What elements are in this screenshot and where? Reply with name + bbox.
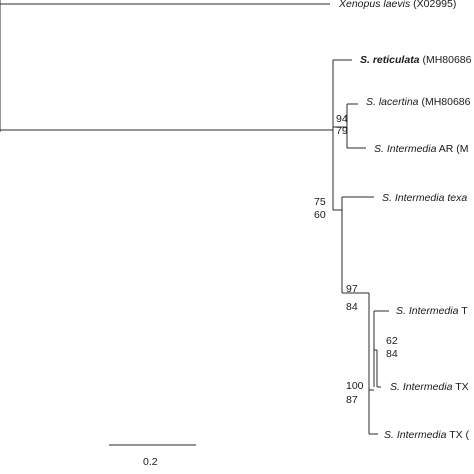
support-ingroup-bottom: 60 (314, 209, 326, 221)
support-tx-inner-bottom: 84 (386, 348, 398, 360)
taxon-intermedia-ar-species: S. Intermedia (374, 143, 437, 155)
taxon-lacertina-species: S. lacertina (366, 96, 419, 108)
taxon-intermedia-tx2-species: S. Intermedia (390, 381, 453, 393)
taxon-intermedia-t1-accession: T (461, 305, 468, 317)
taxon-intermedia-tx3: S. Intermedia TX ( (384, 429, 469, 441)
taxon-intermedia-ar-accession: AR (M (438, 143, 469, 155)
taxon-intermedia-tx3-species: S. Intermedia (384, 429, 447, 441)
support-ingroup-top: 75 (314, 196, 326, 208)
taxon-intermedia-texana: S. Intermedia texa (382, 192, 467, 204)
taxon-intermedia-ar: S. Intermedia AR (M (374, 143, 469, 155)
taxon-xenopus: Xenopus laevis (X02995) (339, 0, 456, 10)
taxon-lacertina: S. lacertina (MH80686 (366, 96, 470, 108)
taxon-intermedia-t1-species: S. Intermedia (396, 305, 459, 317)
support-intermedia-bottom: 84 (346, 301, 358, 313)
taxon-reticulata-accession: (MH80686 (422, 54, 472, 66)
support-tx-clade-top: 100 (346, 380, 364, 392)
taxon-intermedia-tx3-accession: TX ( (449, 429, 470, 441)
support-intermedia-top: 97 (346, 283, 358, 295)
scale-bar-label: 0.2 (143, 456, 158, 468)
support-lac-ar-bottom: 79 (336, 125, 348, 137)
taxon-intermedia-t1: S. Intermedia T (396, 305, 468, 317)
taxon-lacertina-accession: (MH80686 (421, 96, 471, 108)
support-lac-ar-top: 94 (336, 113, 348, 125)
support-tx-clade-bottom: 87 (346, 394, 358, 406)
taxon-xenopus-species: Xenopus laevis (339, 0, 411, 10)
taxon-intermedia-texana-species: S. Intermedia texa (382, 192, 468, 204)
taxon-xenopus-accession: (X02995) (413, 0, 457, 10)
support-tx-inner-top: 62 (386, 335, 398, 347)
taxon-intermedia-tx2-accession: TX (455, 381, 469, 393)
taxon-reticulata-species: S. reticulata (360, 54, 420, 66)
taxon-intermedia-tx2: S. Intermedia TX (390, 381, 469, 393)
taxon-reticulata: S. reticulata (MH80686 (360, 54, 471, 66)
